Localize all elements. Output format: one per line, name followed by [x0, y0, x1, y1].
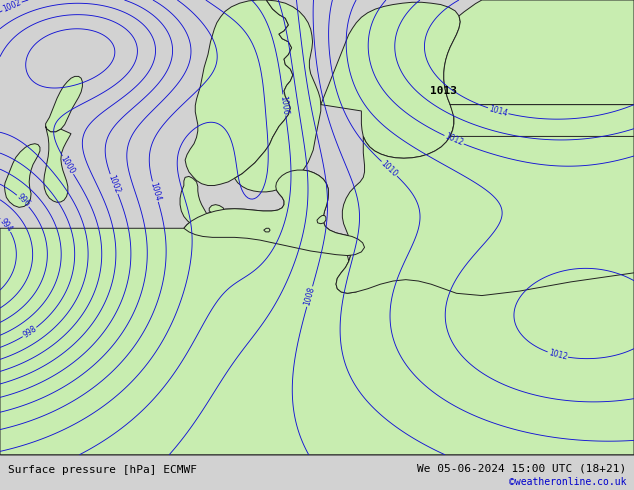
Polygon shape	[184, 170, 365, 256]
Text: 1000: 1000	[59, 154, 77, 176]
Polygon shape	[235, 0, 321, 192]
Text: 1013: 1013	[430, 86, 457, 96]
Polygon shape	[180, 176, 208, 228]
Text: 1014: 1014	[488, 104, 508, 118]
Text: ©weatheronline.co.uk: ©weatheronline.co.uk	[509, 477, 626, 487]
Polygon shape	[209, 205, 224, 216]
Polygon shape	[450, 104, 634, 136]
Text: Surface pressure [hPa] ECMWF: Surface pressure [hPa] ECMWF	[8, 465, 197, 474]
Polygon shape	[444, 0, 634, 104]
Text: 996: 996	[15, 193, 32, 209]
Text: 1008: 1008	[302, 286, 316, 307]
Polygon shape	[317, 216, 326, 224]
Text: 998: 998	[21, 324, 38, 340]
Polygon shape	[46, 76, 82, 132]
Text: 994: 994	[0, 217, 14, 234]
Text: 1004: 1004	[148, 181, 162, 202]
Polygon shape	[0, 170, 634, 455]
Polygon shape	[4, 144, 40, 207]
Text: We 05-06-2024 15:00 UTC (18+21): We 05-06-2024 15:00 UTC (18+21)	[417, 464, 626, 474]
Polygon shape	[185, 0, 293, 186]
Polygon shape	[44, 126, 71, 202]
Text: 1006: 1006	[278, 95, 290, 115]
Text: 1012: 1012	[443, 132, 465, 148]
Text: 1002: 1002	[107, 173, 122, 195]
Polygon shape	[336, 104, 634, 295]
Polygon shape	[264, 228, 270, 232]
Text: 1012: 1012	[547, 348, 568, 362]
Text: 1002: 1002	[1, 0, 23, 14]
Polygon shape	[321, 2, 460, 158]
Text: 1010: 1010	[379, 159, 399, 179]
